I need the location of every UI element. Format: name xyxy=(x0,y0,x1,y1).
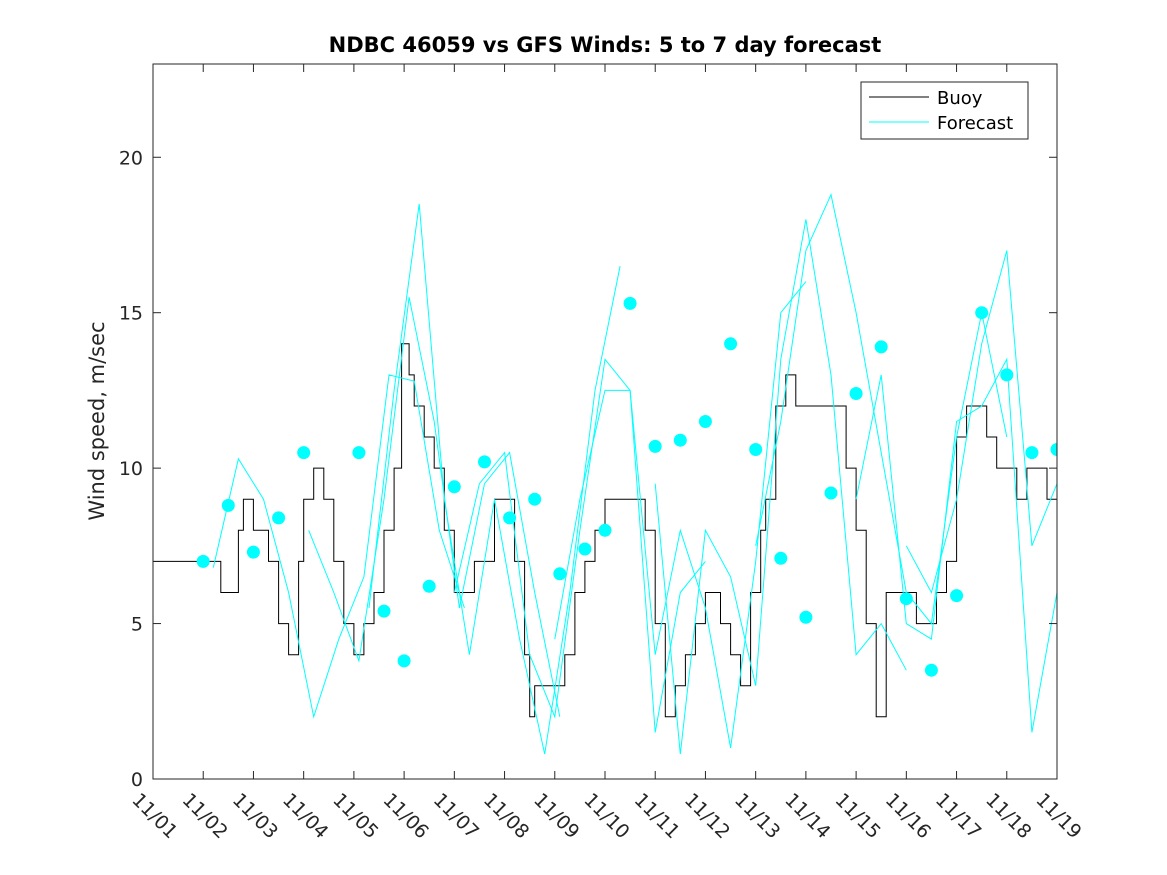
forecast-series-line-8 xyxy=(855,357,1057,733)
y-tick-label: 15 xyxy=(119,303,143,325)
forecast-point xyxy=(553,567,567,581)
y-tick-label: 10 xyxy=(119,458,143,480)
forecast-point xyxy=(503,511,517,525)
chart-title: NDBC 46059 vs GFS Winds: 5 to 7 day fore… xyxy=(329,33,882,57)
y-tick-label: 0 xyxy=(131,769,143,791)
y-axis-label: Wind speed, m/sec xyxy=(85,321,109,520)
y-tick-label: 5 xyxy=(131,614,143,636)
plot-area xyxy=(152,63,1058,780)
forecast-point xyxy=(598,523,612,537)
forecast-point xyxy=(749,443,763,456)
buoy-series-line xyxy=(153,343,1057,718)
forecast-point xyxy=(799,610,813,624)
forecast-point xyxy=(874,340,888,354)
forecast-point xyxy=(246,545,260,559)
forecast-point xyxy=(849,387,863,400)
series-layer xyxy=(153,192,1057,755)
forecast-point xyxy=(377,604,391,618)
forecast-point xyxy=(975,306,989,320)
forecast-point xyxy=(724,337,738,351)
forecast-point xyxy=(196,554,210,568)
y-tick-label: 20 xyxy=(119,147,143,169)
forecast-point xyxy=(297,446,311,460)
forecast-series-line-1 xyxy=(212,374,465,719)
forecast-point xyxy=(824,486,838,500)
forecast-point xyxy=(1050,443,1057,456)
forecast-point xyxy=(352,446,366,460)
forecast-point xyxy=(528,492,542,506)
y-axis: 0 5 10 15 20 xyxy=(119,147,1057,791)
forecast-point xyxy=(899,592,913,606)
forecast-series-line-9 xyxy=(905,250,1057,594)
forecast-point xyxy=(447,480,461,494)
forecast-point xyxy=(950,589,964,603)
legend: Buoy Forecast xyxy=(860,81,1029,140)
forecast-point xyxy=(623,296,637,310)
forecast-point xyxy=(1025,446,1039,460)
forecast-point xyxy=(1000,368,1014,382)
forecast-series-line-2 xyxy=(308,297,561,717)
forecast-point xyxy=(648,439,662,453)
forecast-series-line-7 xyxy=(755,192,1008,625)
forecast-point xyxy=(221,498,235,512)
forecast-point xyxy=(422,579,436,593)
forecast-point xyxy=(478,455,491,469)
forecast-series-line-3 xyxy=(368,203,621,755)
forecast-series-line-6 xyxy=(654,219,907,755)
legend-forecast-label: Forecast xyxy=(937,113,1013,134)
forecast-point xyxy=(774,551,788,565)
forecast-point xyxy=(272,511,286,525)
forecast-series-line-4 xyxy=(453,358,706,733)
forecast-point xyxy=(698,415,712,428)
forecast-series-line-5 xyxy=(554,281,807,748)
forecast-point xyxy=(924,663,938,677)
legend-box xyxy=(860,81,1029,140)
legend-buoy-label: Buoy xyxy=(937,88,983,109)
forecast-point xyxy=(673,433,687,447)
forecast-point xyxy=(397,654,411,668)
forecast-point xyxy=(578,542,592,556)
